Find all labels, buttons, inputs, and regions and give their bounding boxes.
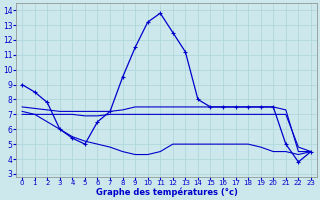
X-axis label: Graphe des températures (°c): Graphe des températures (°c) (96, 188, 237, 197)
